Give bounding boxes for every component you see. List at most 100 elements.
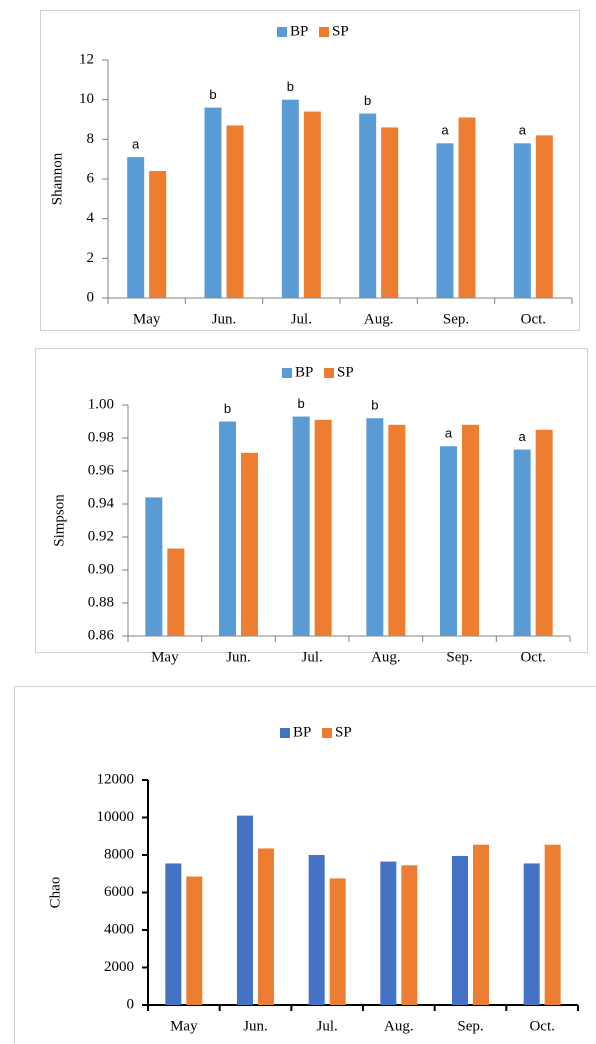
bar [366, 418, 384, 636]
x-tick-label: May [151, 649, 179, 665]
bar [535, 135, 553, 298]
bar [513, 449, 531, 636]
panel-frame [35, 348, 588, 653]
y-tick-label: 6 [87, 170, 95, 186]
bar [544, 844, 561, 1005]
x-tick-label: Jul. [302, 649, 323, 665]
y-tick-label: 6000 [104, 884, 134, 900]
bar [401, 865, 418, 1005]
x-tick-label: Oct. [521, 311, 546, 327]
bar [165, 863, 182, 1005]
y-axis-label: Shannon [49, 152, 65, 205]
bar [381, 127, 399, 298]
bar [359, 113, 377, 298]
legend-swatch [322, 728, 332, 738]
x-tick-label: Aug. [364, 311, 394, 327]
bar [314, 419, 332, 636]
bar [281, 99, 299, 299]
y-tick-label: 10 [79, 91, 94, 107]
legend-label: SP [332, 23, 349, 39]
y-tick-label: 4000 [104, 921, 134, 937]
y-tick-label: 1.00 [88, 396, 114, 412]
bar [186, 876, 203, 1005]
bar [473, 844, 489, 1005]
annotation: b [209, 87, 216, 102]
x-tick-label: Jul. [317, 1018, 338, 1034]
bar [513, 143, 531, 298]
y-tick-label: 8 [87, 131, 95, 147]
legend-swatch [282, 368, 292, 378]
annotation: b [364, 93, 371, 108]
y-tick-label: 0.86 [88, 627, 115, 643]
legend-swatch [277, 27, 287, 37]
y-tick-label: 4 [87, 210, 95, 226]
x-tick-label: Jun. [243, 1018, 268, 1034]
x-tick-label: Oct. [529, 1018, 554, 1034]
legend-swatch [324, 368, 334, 378]
annotation: a [519, 123, 527, 138]
bar [462, 424, 479, 636]
legend-swatch [280, 728, 290, 738]
y-tick-label: 2000 [104, 959, 134, 975]
bar [127, 157, 145, 298]
annotation: b [224, 401, 231, 416]
annotation: b [371, 398, 378, 413]
y-tick-label: 0.88 [88, 594, 114, 610]
x-tick-label: Sep. [443, 311, 469, 327]
y-tick-label: 0.96 [88, 462, 115, 478]
annotation: a [519, 429, 527, 444]
legend-swatch [319, 27, 329, 37]
y-tick-label: 0 [127, 996, 135, 1012]
bar [440, 446, 457, 636]
bar [149, 171, 167, 298]
y-tick-label: 12000 [97, 771, 135, 787]
y-tick-label: 0.98 [88, 429, 114, 445]
y-axis-label: Simpson [51, 494, 67, 547]
panel-frame [14, 686, 596, 1044]
bar [303, 111, 321, 298]
y-tick-label: 2 [87, 250, 95, 266]
legend-label: SP [337, 364, 354, 380]
bar [258, 848, 274, 1005]
x-tick-label: May [133, 311, 161, 327]
annotation: b [298, 396, 305, 411]
bar [219, 421, 236, 636]
y-tick-label: 10000 [97, 809, 135, 825]
bar [452, 855, 468, 1005]
annotation: a [441, 123, 449, 138]
bar [458, 117, 476, 299]
bar [388, 424, 406, 636]
bar [241, 452, 258, 636]
legend-label: BP [293, 724, 311, 740]
y-tick-label: 0 [87, 289, 95, 305]
y-tick-label: 0.90 [88, 561, 114, 577]
x-tick-label: May [170, 1018, 198, 1034]
y-axis-label: Chao [47, 877, 63, 909]
bar [329, 878, 346, 1005]
bar [292, 416, 310, 636]
bar [535, 429, 553, 636]
bar [145, 497, 163, 636]
x-tick-label: Aug. [371, 649, 401, 665]
x-tick-label: Sep. [446, 649, 472, 665]
annotation: b [287, 79, 294, 94]
bar [226, 125, 244, 298]
bar [308, 855, 325, 1005]
bar [380, 861, 397, 1005]
x-tick-label: Jun. [226, 649, 251, 665]
bar [523, 863, 540, 1005]
x-tick-label: Jul. [291, 311, 312, 327]
bar [167, 548, 185, 636]
annotation: a [445, 426, 453, 441]
y-tick-label: 12 [79, 51, 94, 67]
annotation: a [132, 137, 140, 152]
panel-frame [40, 10, 580, 331]
bar [436, 143, 454, 298]
bar [204, 107, 222, 298]
y-tick-label: 8000 [104, 846, 134, 862]
legend-label: SP [335, 724, 352, 740]
x-tick-label: Oct. [520, 649, 545, 665]
x-tick-label: Aug. [384, 1018, 414, 1034]
y-tick-label: 0.92 [88, 528, 114, 544]
